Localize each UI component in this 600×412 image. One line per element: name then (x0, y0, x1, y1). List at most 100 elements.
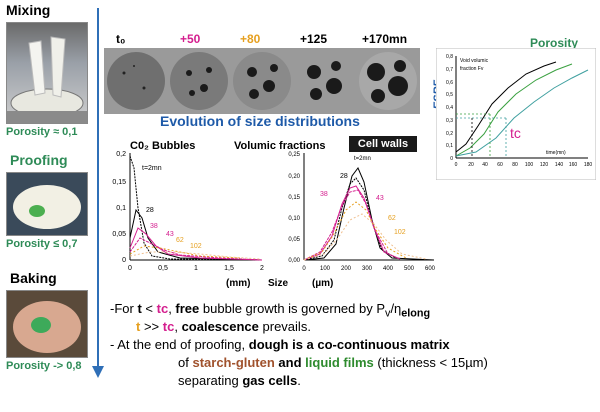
walls-curve-label: 102 (394, 229, 406, 236)
baking-porosity: Porosity -> 0,8 (6, 360, 82, 372)
baked-bread-illustration (13, 301, 81, 353)
time-label-50: +50 (180, 32, 201, 46)
porosity-ytick: 0,8 (446, 54, 453, 60)
bubbles-curve-label: 43 (166, 231, 174, 238)
porosity-ytick: 0 (450, 156, 453, 162)
porosity-xtick: 140 (555, 162, 564, 168)
walls-curve-label: 38 (320, 191, 328, 198)
walls-ytick: 0,00 (288, 258, 300, 264)
tomo-slice-170 (359, 52, 417, 110)
porosity-ytick: 0,3 (446, 118, 453, 124)
bubbles-curve-label: 28 (146, 207, 154, 214)
porosity-ytick: 0,5 (446, 92, 453, 98)
timeline-line (97, 8, 99, 368)
walls-curve-38 (303, 185, 401, 261)
bubbles-curve-43 (129, 237, 263, 261)
porosity-ytick: 0,6 (446, 80, 453, 86)
bubbles-curve-2mn (129, 155, 263, 261)
porosity-xtick: 120 (540, 162, 549, 168)
walls-chart: 0,25 0,20 0,15 0,10 0,05 0,00 0 100 200 … (288, 152, 435, 272)
section-title: Evolution of size distributions (160, 113, 360, 129)
dough-ball-illustration (13, 185, 81, 229)
porosity-xtick: 160 (569, 162, 578, 168)
walls-xtick: 300 (362, 266, 373, 272)
walls-ytick: 0,05 (288, 237, 300, 243)
mixer-illustration (7, 36, 87, 123)
porosity-curve-green (455, 63, 573, 157)
walls-curve-label: 28 (340, 173, 348, 180)
bubbles-x-unit: (mm) (226, 278, 251, 289)
text-line-2: t >> tc, coalescence prevails. (136, 319, 311, 334)
bubbles-curve-label: 38 (150, 223, 158, 230)
porosity-xtick: 20 (468, 162, 474, 168)
bubbles-xtick: 2 (260, 265, 264, 272)
walls-curve-label: t=2mn (354, 156, 371, 162)
bubbles-curve-62 (129, 245, 241, 259)
text-line-1: -For t < tc, free bubble growth is gover… (110, 301, 431, 320)
walls-xtick: 200 (341, 266, 352, 272)
porosity-xtick: 180 (584, 162, 593, 168)
porosity-ytick: 0,7 (446, 67, 453, 73)
bubbles-ytick: 0,1 (116, 205, 126, 212)
mixing-porosity: Porosity ≈ 0,1 (6, 126, 78, 138)
walls-ytick: 0,20 (288, 174, 300, 180)
porosity-curve-teal (455, 69, 589, 157)
stage-mixing-label: Mixing (6, 2, 51, 18)
bubbles-curve-102 (129, 251, 261, 260)
proofing-porosity: Porosity ≤ 0,7 (6, 238, 78, 250)
bubbles-ytick: 0,15 (112, 179, 126, 186)
bubbles-curve-label: 102 (190, 243, 202, 250)
bubbles-chart: 0,2 0,15 0,1 0,05 0 0 0,5 1 1,5 2 t=2mn … (112, 151, 264, 272)
time-label-125: +125 (300, 32, 328, 46)
walls-panel-title: Volumic fractions (234, 140, 326, 152)
porosity-ytick: 0,2 (446, 131, 453, 137)
time-label-170: +170mn (362, 32, 408, 46)
porosity-xtick: 80 (512, 162, 518, 168)
tomo-slice-125 (296, 52, 354, 110)
bubbles-ytick: 0,2 (116, 151, 126, 158)
porosity-x-unit: time(mn) (546, 150, 566, 156)
bubbles-curve-label: 62 (176, 237, 184, 244)
walls-xtick: 500 (404, 266, 415, 272)
tomo-slice-50 (170, 52, 228, 110)
porosity-xtick: 0 (455, 162, 458, 168)
porosity-tc-label: tc (510, 125, 521, 141)
mixing-photo (6, 22, 88, 124)
porosity-chart: 0 0,1 0,2 0,3 0,4 0,5 0,6 0,7 0,8 0 20 4… (436, 48, 596, 180)
walls-x-unit: (µm) (312, 278, 334, 289)
walls-curve-28 (303, 177, 397, 261)
text-line-3: - At the end of proofing, dough is a co-… (110, 337, 450, 352)
bubbles-curve-28 (129, 208, 263, 261)
porosity-xtick: 100 (525, 162, 534, 168)
walls-ytick: 0,25 (288, 152, 300, 158)
bubbles-ytick: 0 (122, 257, 126, 264)
baking-photo (6, 290, 88, 358)
walls-xtick: 400 (383, 266, 394, 272)
walls-ytick: 0,15 (288, 195, 300, 201)
tomo-slice-0 (107, 52, 165, 110)
bubbles-xtick: 1,5 (224, 265, 234, 272)
walls-xtick: 100 (320, 266, 331, 272)
walls-curve-label: 62 (388, 215, 396, 222)
walls-ytick: 0,10 (288, 216, 300, 222)
timeline-arrow-icon (92, 366, 104, 378)
cell-walls-badge: Cell walls (349, 136, 417, 152)
text-line-4: of starch-gluten and liquid films (thick… (178, 355, 488, 370)
time-label-80: +80 (240, 32, 261, 46)
bubbles-xtick: 0,5 (158, 265, 168, 272)
porosity-legend-2: fraction Fv (460, 66, 484, 72)
porosity-xtick: 40 (482, 162, 488, 168)
bubbles-ytick: 0,05 (112, 231, 126, 238)
stage-proofing-label: Proofing (10, 152, 68, 168)
bubbles-curve-label: t=2mn (142, 165, 162, 172)
bubbles-xtick: 0 (128, 265, 132, 272)
tomography-strip (104, 48, 420, 114)
porosity-ytick: 0,4 (446, 105, 453, 111)
bubbles-xtick: 1 (194, 265, 198, 272)
porosity-xtick: 60 (497, 162, 503, 168)
porosity-ytick: 0,1 (446, 143, 453, 149)
walls-curve-62 (303, 201, 407, 261)
walls-xtick: 0 (302, 266, 306, 272)
proofing-photo (6, 172, 88, 236)
tomography-images (107, 52, 417, 110)
